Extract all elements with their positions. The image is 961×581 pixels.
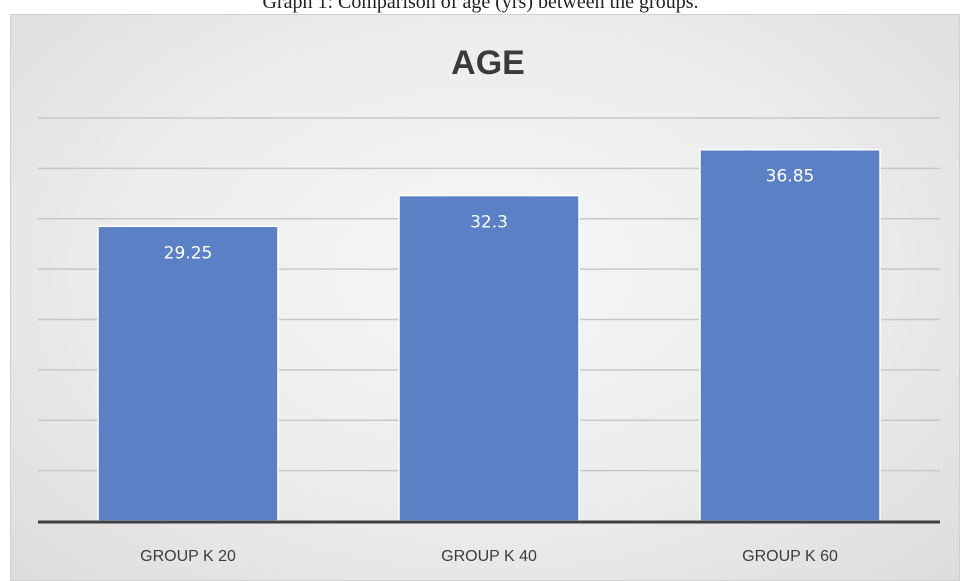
data-label-3: 36.85 — [766, 167, 815, 187]
category-label-3: GROUP K 60 — [742, 548, 838, 565]
category-label-1: GROUP K 20 — [140, 548, 236, 565]
figure-caption: Graph 1: Comparison of age (yrs) between… — [262, 0, 699, 13]
bar-3 — [699, 148, 881, 522]
bar-1 — [97, 225, 279, 522]
bar-2 — [398, 194, 580, 522]
category-label-2: GROUP K 40 — [441, 548, 537, 565]
data-label-1: 29.25 — [164, 243, 213, 263]
bars — [97, 148, 881, 522]
chart-title: AGE — [451, 44, 525, 82]
data-label-2: 32.3 — [470, 213, 508, 233]
data-labels: 29.25 32.3 36.85 — [164, 167, 815, 264]
category-labels: GROUP K 20 GROUP K 40 GROUP K 60 — [140, 548, 838, 565]
